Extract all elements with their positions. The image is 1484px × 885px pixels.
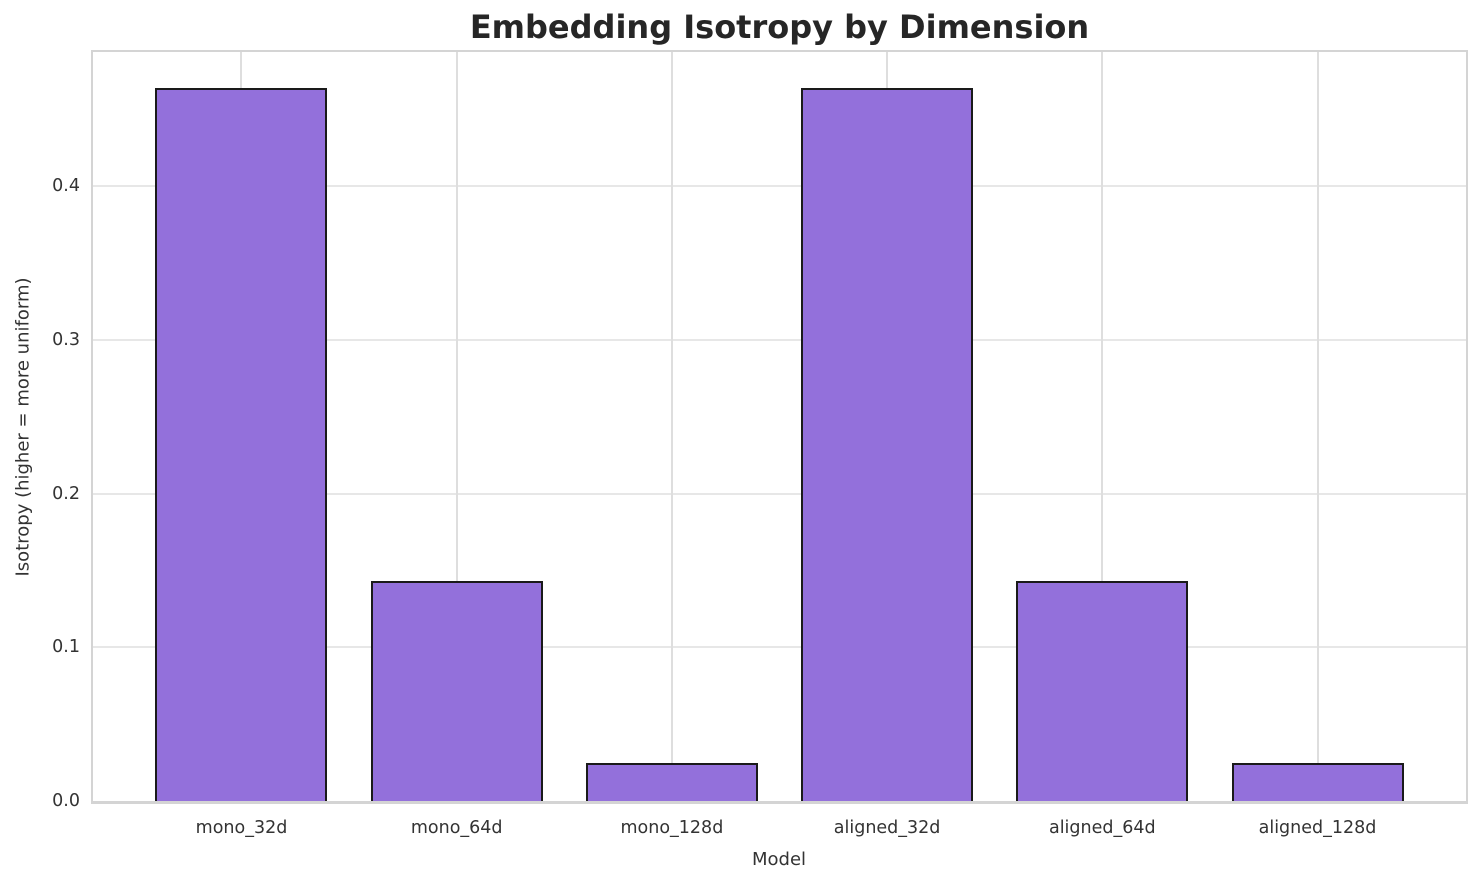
x-tick-aligned_32d: aligned_32d xyxy=(833,818,941,838)
x-tick-mono_32d: mono_32d xyxy=(195,818,288,838)
gridline-horizontal xyxy=(93,492,1466,495)
x-axis-label: Model xyxy=(751,849,807,870)
x-tick-mono_64d: mono_64d xyxy=(410,818,503,838)
gridline-vertical xyxy=(670,52,673,801)
y-tick-0.4: 0.4 xyxy=(52,176,80,197)
x-tick-mono_128d: mono_128d xyxy=(620,818,724,838)
gridline-vertical xyxy=(1316,52,1319,801)
bar-aligned_32d xyxy=(801,88,973,801)
y-tick-0.2: 0.2 xyxy=(52,483,80,504)
chart-title: Embedding Isotropy by Dimension xyxy=(469,8,1090,46)
bar-mono_32d xyxy=(155,88,327,801)
gridline-vertical xyxy=(1101,52,1104,801)
plot-area xyxy=(91,50,1468,804)
gridline-horizontal xyxy=(93,185,1466,188)
bar-aligned_128d xyxy=(1232,763,1404,801)
y-tick-0.3: 0.3 xyxy=(52,329,80,350)
x-tick-aligned_128d: aligned_128d xyxy=(1258,818,1377,838)
y-axis-label: Isotropy (higher = more uniform) xyxy=(12,277,34,577)
gridline-horizontal xyxy=(93,646,1466,649)
bar-mono_128d xyxy=(586,763,758,801)
y-tick-0.0: 0.0 xyxy=(52,791,80,811)
bar-mono_64d xyxy=(371,581,543,801)
y-tick-0.1: 0.1 xyxy=(52,637,80,658)
bar-aligned_64d xyxy=(1016,581,1188,801)
gridline-horizontal xyxy=(93,338,1466,341)
gridline-vertical xyxy=(455,52,458,801)
x-tick-aligned_64d: aligned_64d xyxy=(1048,818,1156,838)
